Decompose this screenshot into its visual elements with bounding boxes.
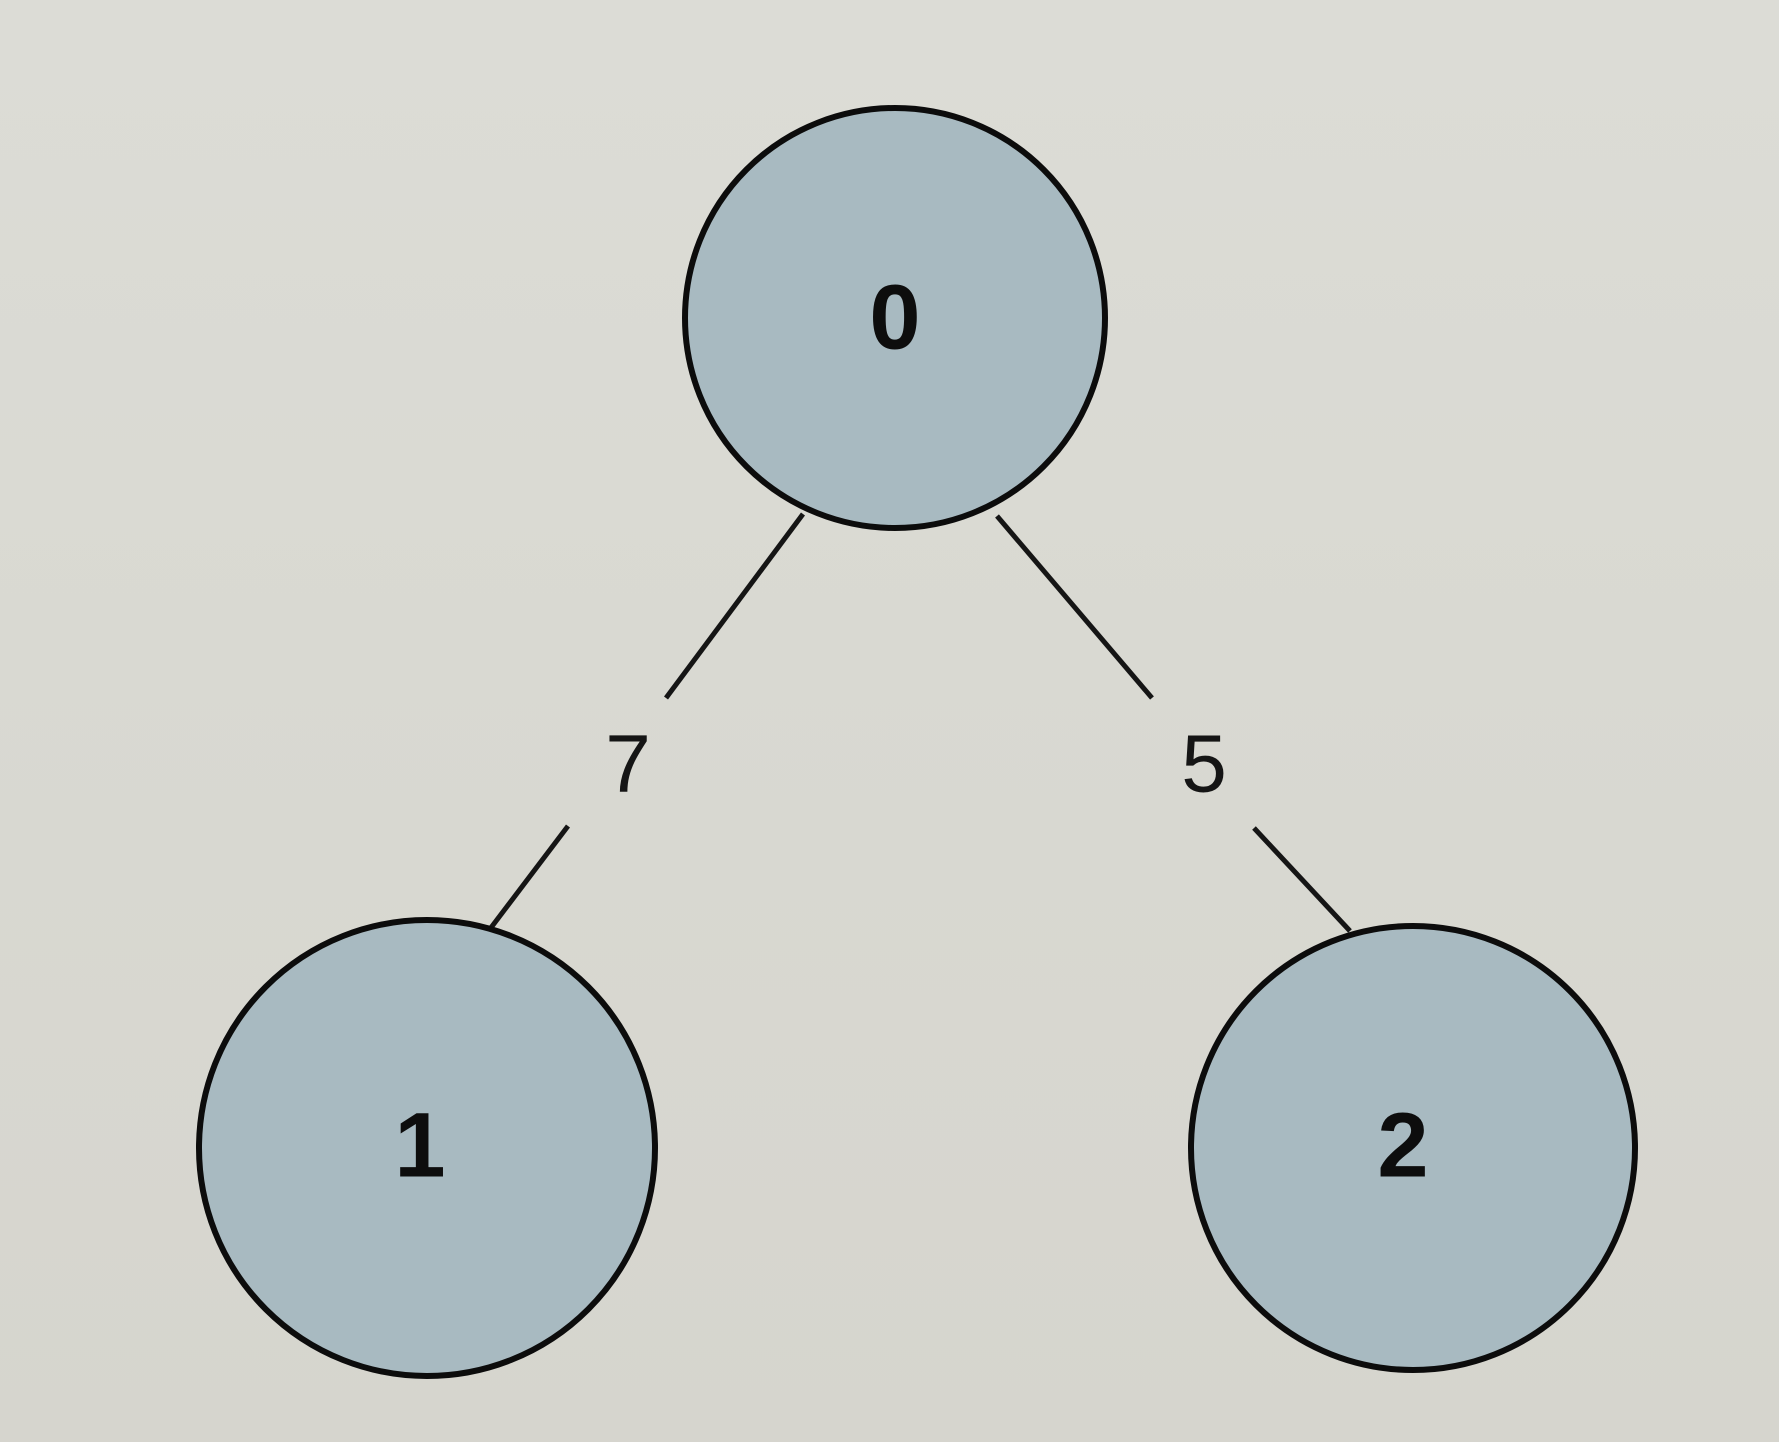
node-2-label: 2	[1377, 1094, 1428, 1196]
node-1-label: 1	[394, 1094, 445, 1196]
edge-0-1: 7	[488, 512, 806, 931]
edge-0-2: 5	[995, 514, 1352, 933]
edge-0-1-weight: 7	[605, 719, 651, 810]
node-0-circle	[682, 105, 1108, 531]
edge-0-2-upper-segment	[995, 514, 1154, 700]
node-1: 1	[196, 917, 658, 1379]
node-2-circle	[1188, 923, 1638, 1373]
node-0: 0	[682, 105, 1108, 531]
edge-0-1-lower-segment	[488, 824, 570, 931]
node-0-label: 0	[869, 266, 920, 368]
node-1-circle	[196, 917, 658, 1379]
edge-0-2-weight: 5	[1181, 719, 1227, 810]
edge-0-1-upper-segment	[663, 512, 806, 700]
node-2: 2	[1188, 923, 1638, 1373]
edge-0-2-lower-segment	[1252, 826, 1352, 933]
